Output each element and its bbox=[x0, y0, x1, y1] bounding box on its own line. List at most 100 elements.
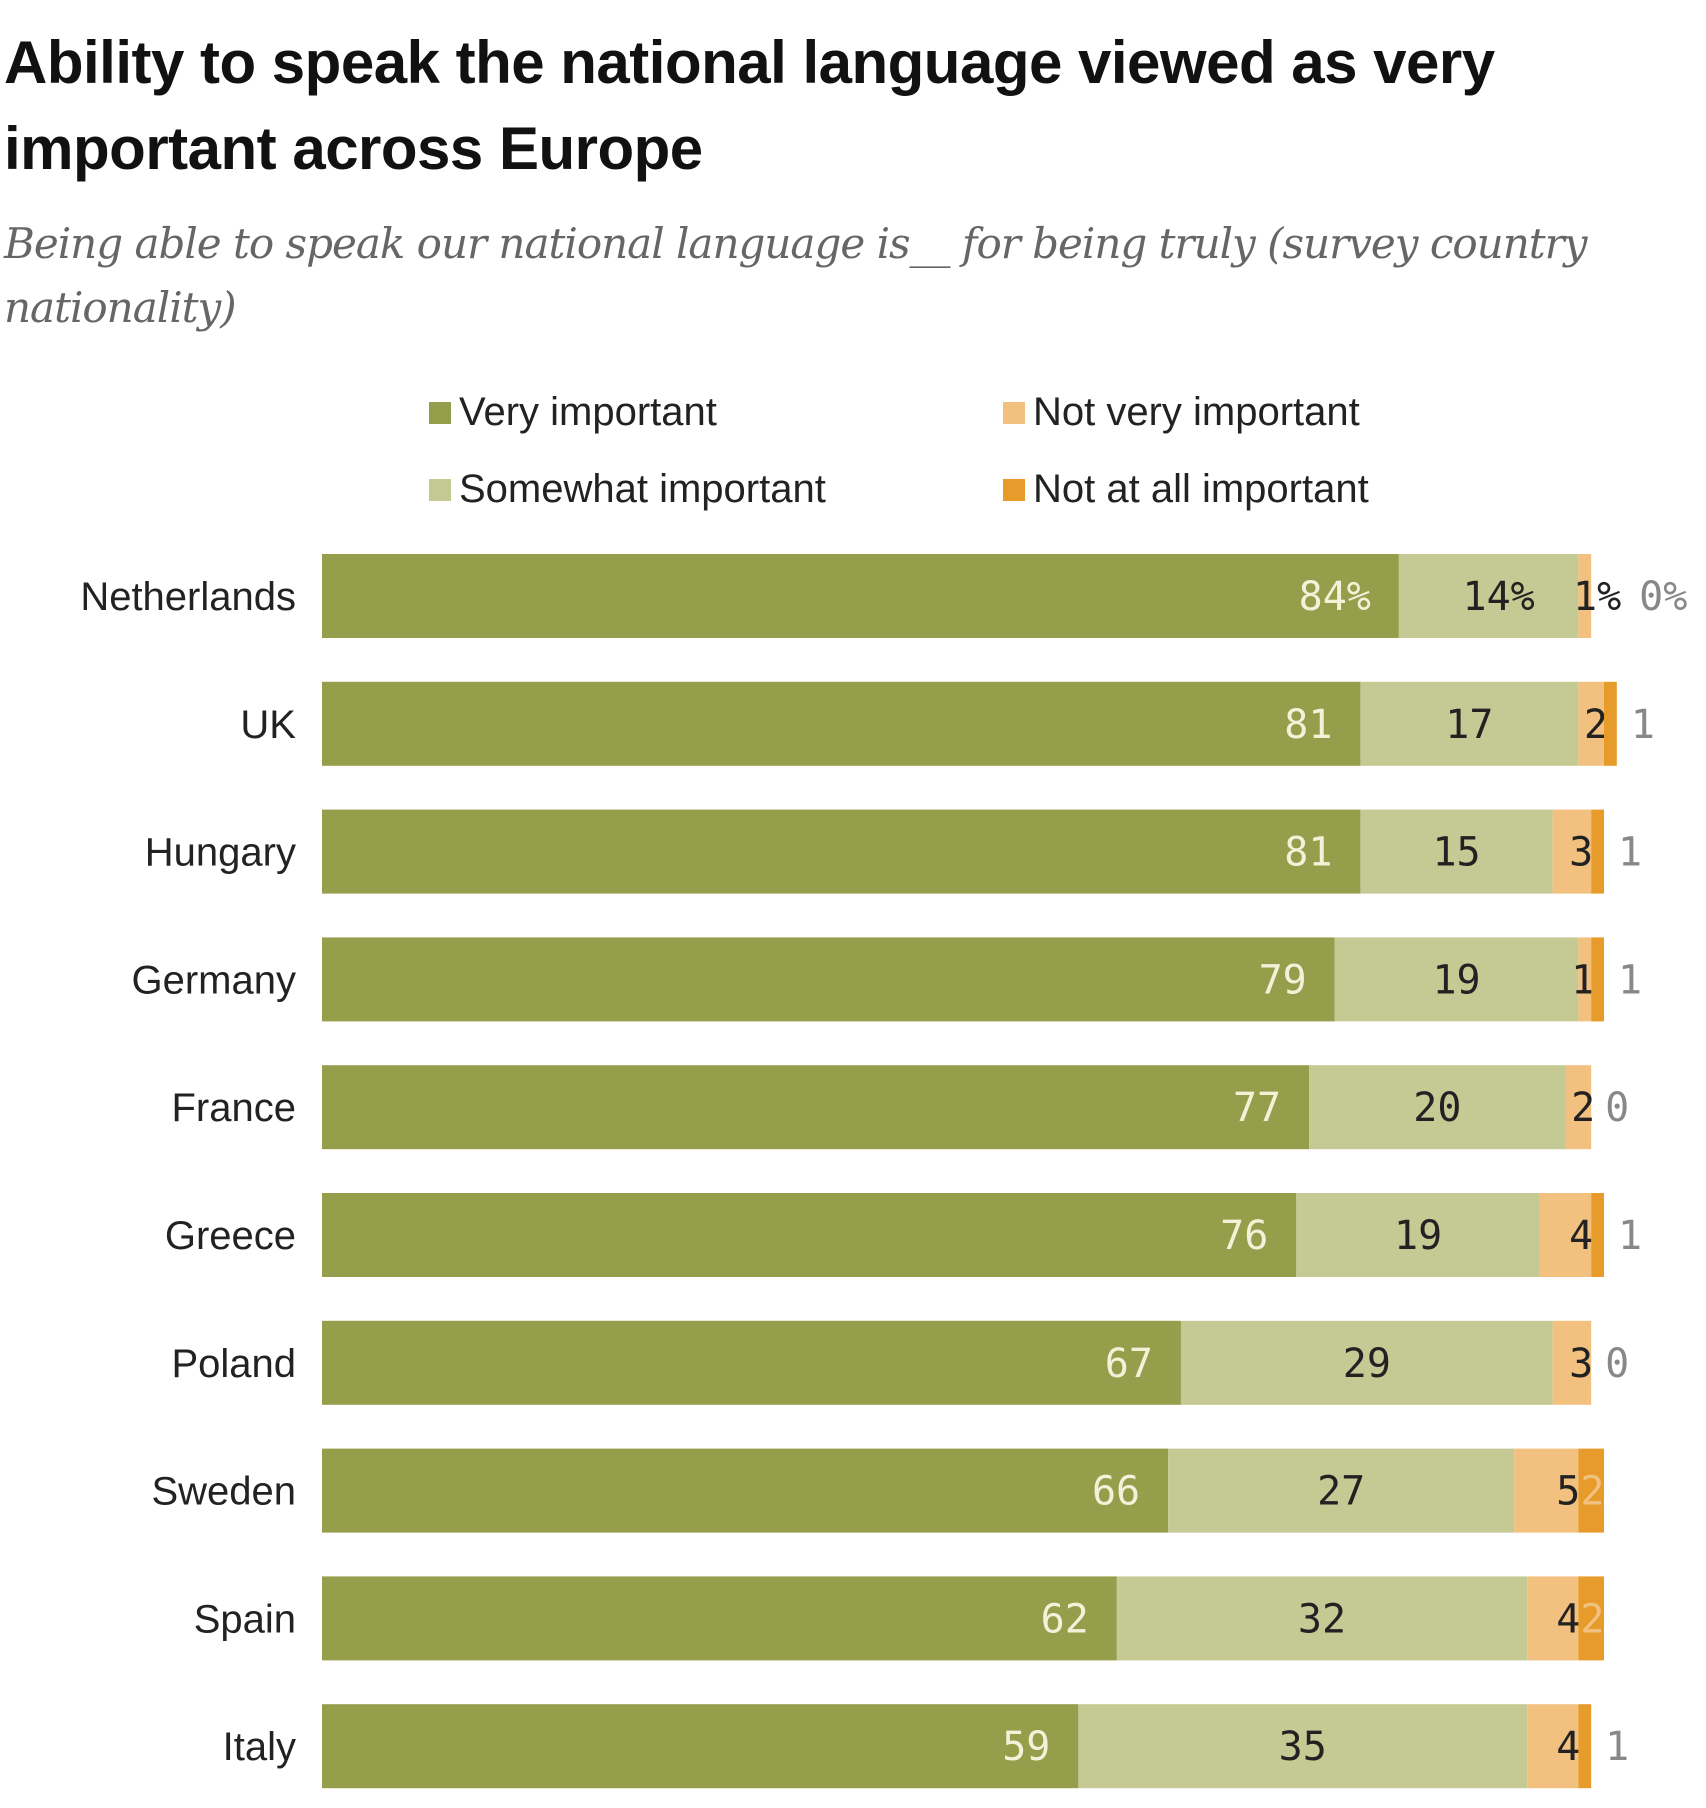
data-label: 3 bbox=[1569, 830, 1593, 876]
bar-segment bbox=[1360, 809, 1553, 894]
data-label: 59 bbox=[1002, 1724, 1050, 1770]
legend-label: Not very important bbox=[1033, 390, 1360, 434]
legend-not-very-important: Not very important bbox=[1003, 390, 1360, 435]
data-label: 1 bbox=[1618, 1213, 1642, 1259]
category-label: Italy bbox=[223, 1725, 296, 1769]
bar-segment bbox=[322, 554, 1399, 638]
data-label: 76 bbox=[1220, 1213, 1268, 1259]
legend-swatch bbox=[429, 401, 451, 424]
data-label: 77 bbox=[1233, 1085, 1281, 1131]
legend-label: Somewhat important bbox=[459, 467, 826, 511]
bar-segment bbox=[1296, 1193, 1540, 1277]
data-label: 4 bbox=[1556, 1596, 1580, 1642]
bar-segment bbox=[1180, 1320, 1553, 1405]
data-label: 14% bbox=[1462, 574, 1534, 620]
data-label: 1 bbox=[1571, 957, 1595, 1003]
legend-label: Very important bbox=[459, 390, 717, 434]
bar-segment bbox=[1578, 1704, 1592, 1789]
data-label: 81 bbox=[1284, 830, 1332, 876]
bar-segment bbox=[1539, 1193, 1592, 1277]
data-label: 32 bbox=[1298, 1596, 1346, 1642]
bar-segment bbox=[322, 1320, 1181, 1405]
data-label: 19 bbox=[1432, 957, 1480, 1003]
bar-segment bbox=[1552, 1320, 1592, 1405]
data-label: 5 bbox=[1556, 1469, 1580, 1515]
data-label: 1 bbox=[1618, 830, 1642, 876]
bar-segment bbox=[1527, 1576, 1579, 1661]
data-label: 79 bbox=[1259, 957, 1307, 1003]
bar-segment bbox=[322, 1704, 1079, 1789]
bar-segment bbox=[1578, 1448, 1604, 1533]
bar-segment bbox=[322, 681, 1361, 766]
data-label: 1% bbox=[1573, 574, 1621, 620]
data-label: 29 bbox=[1343, 1341, 1391, 1387]
data-label: 17 bbox=[1445, 702, 1493, 748]
legend-very-important: Very important bbox=[429, 390, 717, 435]
data-label: 4 bbox=[1569, 1213, 1593, 1259]
data-label: 66 bbox=[1092, 1469, 1140, 1515]
bar-segment bbox=[1565, 1065, 1592, 1150]
bar-segment bbox=[1168, 1448, 1515, 1533]
data-label: 19 bbox=[1394, 1213, 1442, 1259]
bar-segment bbox=[1578, 937, 1592, 1022]
bar-segment bbox=[1360, 681, 1579, 766]
data-label: 67 bbox=[1105, 1341, 1153, 1387]
bar-segment bbox=[1527, 1704, 1579, 1789]
legend-swatch bbox=[1003, 478, 1025, 501]
bar-segment bbox=[1591, 1193, 1604, 1277]
data-label: 1 bbox=[1618, 957, 1642, 1003]
bar-segment bbox=[1578, 681, 1604, 766]
bar-segment bbox=[1116, 1576, 1528, 1661]
data-label: 0 bbox=[1605, 1341, 1629, 1387]
category-label: Spain bbox=[194, 1597, 296, 1641]
bar-segment bbox=[322, 1065, 1310, 1150]
category-label: Poland bbox=[171, 1342, 296, 1386]
bar-segment bbox=[1398, 554, 1579, 638]
bar-segment bbox=[322, 1448, 1169, 1533]
data-label: 62 bbox=[1041, 1596, 1089, 1642]
bar-segment bbox=[322, 1193, 1297, 1277]
bar-segment bbox=[1604, 681, 1617, 766]
data-label: 0 bbox=[1605, 1085, 1629, 1131]
data-label: 2 bbox=[1580, 1469, 1604, 1515]
legend-not-at-all-important: Not at all important bbox=[1003, 467, 1369, 512]
data-label: 2 bbox=[1580, 1596, 1604, 1642]
data-label: 2 bbox=[1584, 702, 1608, 748]
data-label: 35 bbox=[1279, 1724, 1327, 1770]
bar-segment bbox=[1309, 1065, 1566, 1150]
legend-label: Not at all important bbox=[1033, 467, 1369, 511]
category-label: Hungary bbox=[145, 831, 296, 875]
bar-segment bbox=[322, 937, 1335, 1022]
category-label: Sweden bbox=[151, 1470, 296, 1514]
category-label: Netherlands bbox=[80, 575, 296, 619]
data-label: 0% bbox=[1639, 574, 1687, 620]
chart-subtitle: Being able to speak our national languag… bbox=[4, 219, 1587, 332]
category-label: Germany bbox=[132, 958, 297, 1002]
bar-segment bbox=[1591, 937, 1604, 1022]
bar-segment bbox=[322, 809, 1361, 894]
data-label: 27 bbox=[1317, 1469, 1365, 1515]
data-label: 15 bbox=[1432, 830, 1480, 876]
bar-segment bbox=[1078, 1704, 1528, 1789]
bar-segment bbox=[1591, 809, 1604, 894]
data-label: 1 bbox=[1605, 1724, 1629, 1770]
bar-segment bbox=[1334, 937, 1579, 1022]
bar-segment bbox=[322, 1576, 1117, 1661]
bar-segment bbox=[1578, 1576, 1604, 1661]
bar-segment bbox=[1578, 554, 1592, 638]
category-label: France bbox=[172, 1086, 297, 1130]
chart-title: Ability to speak the national language v… bbox=[4, 29, 1495, 182]
data-label: 4 bbox=[1556, 1724, 1580, 1770]
bar-segment bbox=[1552, 809, 1592, 894]
legend-swatch bbox=[1003, 401, 1025, 424]
legend-somewhat-important: Somewhat important bbox=[429, 467, 826, 512]
category-label: Greece bbox=[165, 1214, 296, 1258]
category-label: UK bbox=[240, 703, 296, 747]
data-label: 2 bbox=[1571, 1085, 1595, 1131]
data-label: 84% bbox=[1299, 574, 1371, 620]
data-label: 1 bbox=[1631, 702, 1655, 748]
data-label: 81 bbox=[1284, 702, 1332, 748]
data-label: 3 bbox=[1569, 1341, 1593, 1387]
data-label: 20 bbox=[1413, 1085, 1461, 1131]
